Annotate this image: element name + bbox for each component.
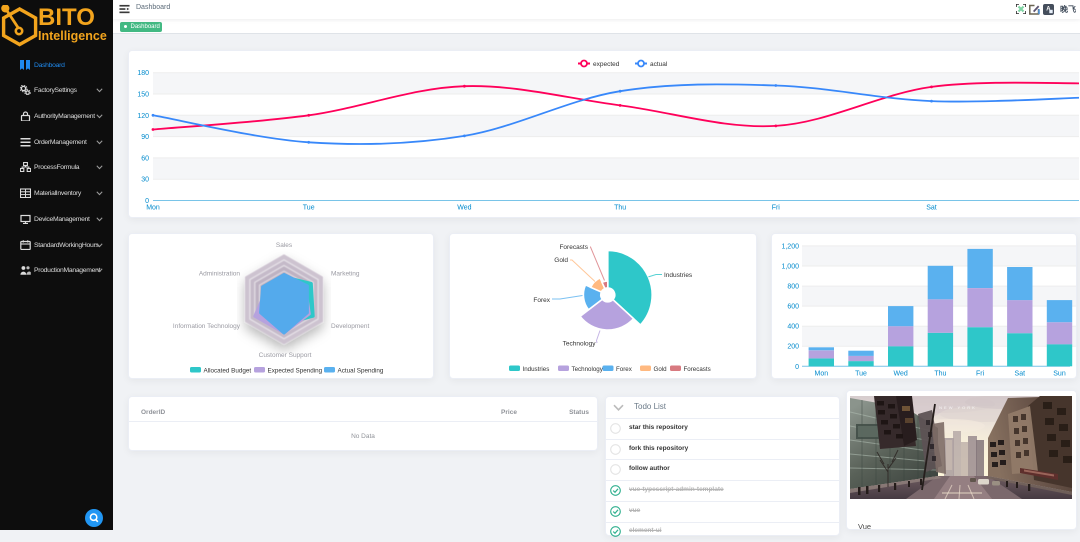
svg-text:Actual Spending: Actual Spending	[338, 368, 384, 375]
svg-text:Wed: Wed	[894, 371, 908, 378]
svg-text:400: 400	[787, 324, 799, 331]
svg-text:Marketing: Marketing	[331, 271, 360, 278]
svg-text:Development: Development	[331, 323, 369, 330]
svg-text:Fri: Fri	[772, 205, 781, 212]
svg-text:90: 90	[141, 134, 149, 141]
svg-text:1,000: 1,000	[781, 264, 799, 271]
svg-text:Technology: Technology	[572, 366, 604, 373]
svg-text:Wed: Wed	[457, 205, 471, 212]
svg-text:Forecasts: Forecasts	[559, 244, 588, 251]
svg-text:A: A	[1046, 6, 1051, 12]
svg-text:Technology: Technology	[563, 341, 597, 348]
svg-text:Sales: Sales	[276, 242, 293, 249]
svg-text:Mon: Mon	[146, 205, 160, 212]
svg-text:Sun: Sun	[1053, 371, 1066, 378]
svg-text:Industries: Industries	[523, 366, 550, 373]
svg-text:Thu: Thu	[934, 371, 946, 378]
svg-text:Industries: Industries	[664, 272, 693, 279]
svg-text:30: 30	[141, 177, 149, 184]
svg-text:1,200: 1,200	[781, 243, 799, 250]
svg-text:Tue: Tue	[303, 205, 315, 212]
svg-text:Fri: Fri	[976, 371, 985, 378]
svg-text:Sat: Sat	[926, 205, 937, 212]
svg-text:Information Technology: Information Technology	[173, 323, 241, 330]
svg-text:Gold: Gold	[654, 366, 668, 373]
svg-text:200: 200	[787, 344, 799, 351]
svg-text:Sat: Sat	[1015, 371, 1026, 378]
svg-text:Forecasts: Forecasts	[684, 366, 711, 373]
svg-text:60: 60	[141, 155, 149, 162]
svg-text:Forex: Forex	[616, 366, 633, 373]
svg-text:0: 0	[795, 364, 799, 371]
svg-text:Tue: Tue	[855, 371, 867, 378]
svg-text:actual: actual	[650, 61, 668, 68]
svg-text:150: 150	[137, 92, 149, 99]
svg-text:Mon: Mon	[814, 371, 828, 378]
svg-text:600: 600	[787, 304, 799, 311]
svg-text:Administration: Administration	[199, 271, 241, 278]
svg-text:Allocated Budget: Allocated Budget	[204, 368, 252, 375]
svg-text:Forex: Forex	[533, 297, 550, 304]
svg-text:Customer Support: Customer Support	[259, 352, 312, 359]
svg-text:expected: expected	[593, 61, 620, 68]
svg-text:Thu: Thu	[614, 205, 626, 212]
svg-text:180: 180	[137, 70, 149, 77]
svg-text:Gold: Gold	[554, 257, 568, 264]
svg-text:0: 0	[145, 198, 149, 205]
svg-text:800: 800	[787, 284, 799, 291]
svg-text:Expected Spending: Expected Spending	[268, 368, 323, 375]
svg-text:120: 120	[137, 113, 149, 120]
svg-text:NEW YORK: NEW YORK	[939, 405, 977, 410]
